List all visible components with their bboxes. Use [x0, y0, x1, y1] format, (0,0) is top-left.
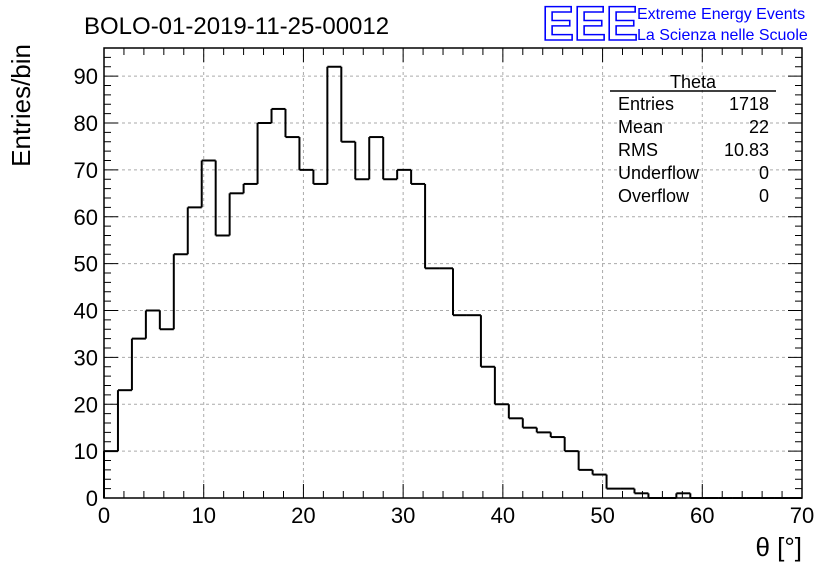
x-tick-labels: 0 10 20 30 40 50 60 70 [98, 503, 814, 528]
y-tick-label: 40 [74, 299, 98, 324]
y-tick-label: 80 [74, 111, 98, 136]
stats-title: Theta [670, 72, 717, 92]
logo-line-2: La Scienza nelle Scuole [637, 27, 808, 44]
stats-row-label: Overflow [618, 186, 690, 206]
x-tick-label: 40 [491, 503, 515, 528]
x-tick-label: 60 [690, 503, 714, 528]
eee-logo-mark: EEE [542, 0, 638, 51]
logo-line-1: Extreme Energy Events [637, 6, 805, 23]
y-tick-label: 70 [74, 158, 98, 183]
stats-row-label: Entries [618, 94, 674, 114]
x-tick-label: 50 [590, 503, 614, 528]
x-tick-label: 0 [98, 503, 110, 528]
stats-row-label: Underflow [618, 163, 700, 183]
y-tick-label: 50 [74, 252, 98, 277]
stats-row-label: RMS [618, 140, 658, 160]
y-tick-label: 90 [74, 64, 98, 89]
stats-row-value: 0 [759, 186, 769, 206]
stats-rows: Entries 1718 Mean 22 RMS 10.83 Underflow 0 Overf… [618, 94, 769, 206]
x-tick-label: 70 [790, 503, 814, 528]
x-tick-label: 30 [391, 503, 415, 528]
x-axis-title: θ [°] [755, 532, 802, 562]
stats-box: Theta Entries 1718 Mean 22 RMS 10.83 Underflow… [610, 72, 776, 206]
axis-ticks [103, 47, 803, 499]
y-axis-title: Entries/bin [6, 44, 36, 167]
histogram-bars [103, 65, 802, 499]
y-tick-label: 30 [74, 345, 98, 370]
eee-logo: EEE Extreme Energy Events La Scienza nel… [541, 0, 808, 52]
x-tick-label: 10 [191, 503, 215, 528]
stats-row-value: 0 [759, 163, 769, 183]
y-tick-labels: 0 10 20 30 40 50 60 70 80 90 [74, 64, 98, 511]
stats-row-value: 1718 [729, 94, 769, 114]
chart-title: BOLO-01-2019-11-25-00012 [84, 13, 389, 40]
stats-row-value: 22 [749, 117, 769, 137]
y-tick-label: 10 [74, 439, 98, 464]
y-tick-label: 20 [74, 392, 98, 417]
y-tick-label: 0 [86, 486, 98, 511]
stats-row-label: Mean [618, 117, 663, 137]
x-tick-label: 20 [291, 503, 315, 528]
stats-row-value: 10.83 [724, 140, 769, 160]
y-tick-label: 60 [74, 205, 98, 230]
